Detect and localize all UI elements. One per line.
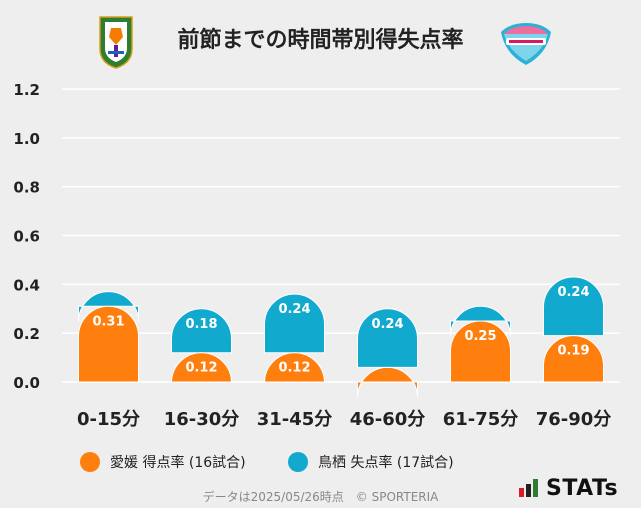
stats-brand-label: STATs — [546, 475, 619, 501]
bar-tosu — [450, 305, 511, 337]
bar-ehime — [264, 352, 325, 383]
y-tick-label: 1.0 — [13, 130, 40, 148]
bar-tosu — [264, 293, 325, 354]
data-label: 0.12 — [185, 361, 217, 376]
bar-ehime — [450, 320, 511, 383]
data-label: 0.24 — [371, 317, 403, 332]
x-tick-label: 46-60分 — [350, 409, 426, 430]
data-label: 0.24 — [557, 285, 589, 300]
bar-ehime — [78, 305, 139, 383]
chart-title: 前節までの時間帯別得失点率 — [177, 28, 464, 53]
data-label: 0.19 — [557, 344, 589, 359]
data-label: 0.25 — [464, 329, 496, 344]
ehime-crest-icon — [99, 16, 133, 69]
x-tick-label: 0-15分 — [77, 409, 140, 430]
bar-tosu — [171, 308, 232, 354]
legend-label-tosu: 鳥栖 失点率 (17試合) — [318, 455, 454, 471]
stats-brand: STATs — [518, 475, 619, 501]
y-tick-label: 0.4 — [13, 276, 40, 294]
data-label: 0.31 — [92, 314, 124, 329]
legend-item-tosu: 鳥栖 失点率 (17試合) — [288, 451, 454, 473]
legend-swatch-ehime — [80, 452, 100, 472]
data-label: 0.18 — [185, 317, 217, 332]
y-tick-label: 0.8 — [13, 179, 40, 197]
chart-area: 0.0 0.2 0.4 0.6 0.8 1.0 1.2 0.31 0-15分 0.12 0.18 16… — [13, 81, 620, 430]
x-tick-label: 61-75分 — [443, 409, 519, 430]
source-note: データは2025/05/26時点 © SPORTERIA — [202, 490, 439, 504]
y-tick-label: 0.0 — [13, 374, 40, 392]
x-tick-label: 31-45分 — [257, 409, 333, 430]
tosu-crest-icon — [501, 23, 551, 65]
y-tick-label: 0.6 — [13, 228, 40, 246]
bar-ehime — [171, 352, 232, 383]
stats-logo-icon — [519, 479, 538, 497]
bar-tosu — [543, 276, 604, 337]
legend-label-ehime: 愛媛 得点率 (16試合) — [110, 455, 246, 471]
data-label: 0.24 — [278, 302, 310, 317]
x-tick-label: 76-90分 — [536, 409, 612, 430]
x-tick-label: 16-30分 — [164, 409, 240, 430]
data-label: 0.12 — [278, 361, 310, 376]
legend-item-ehime: 愛媛 得点率 (16試合) — [80, 451, 246, 473]
bar-tosu — [357, 308, 418, 368]
bar-tosu — [78, 291, 139, 322]
bar-ehime — [543, 335, 604, 383]
legend-swatch-tosu — [288, 452, 308, 472]
bar-ehime — [357, 366, 418, 398]
y-tick-label: 0.2 — [13, 325, 40, 343]
y-tick-label: 1.2 — [13, 81, 40, 99]
